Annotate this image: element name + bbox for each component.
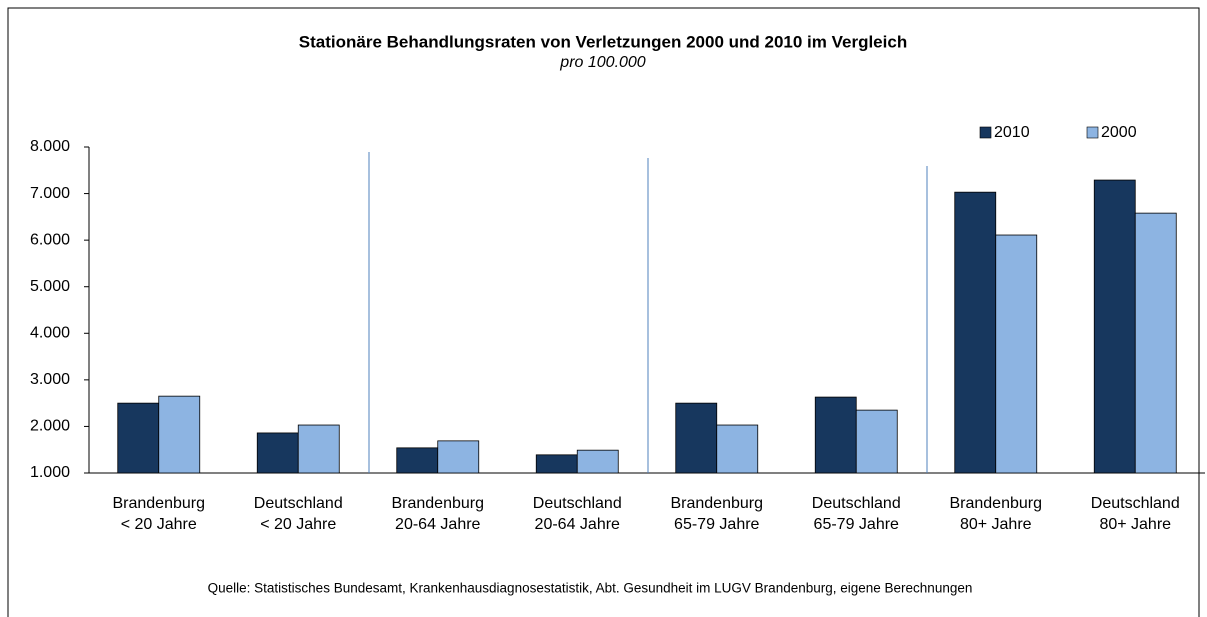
bar xyxy=(855,409,898,474)
bar xyxy=(535,454,578,474)
x-tick-label: Brandenburg xyxy=(949,495,1042,512)
bar xyxy=(256,432,299,474)
bar xyxy=(1093,179,1136,474)
y-tick-label: 1.000 xyxy=(30,464,70,481)
bar xyxy=(716,424,759,474)
bar xyxy=(814,396,857,474)
x-tick-label: Brandenburg xyxy=(391,495,484,512)
legend-label: 2000 xyxy=(1101,124,1137,141)
chart-frame xyxy=(7,7,1200,617)
bar xyxy=(675,402,718,474)
x-tick-label: 20-64 Jahre xyxy=(535,516,620,533)
y-tick-label: 7.000 xyxy=(30,185,70,202)
source-note: Quelle: Statistisches Bundesamt, Kranken… xyxy=(208,581,973,596)
y-tick-label: 2.000 xyxy=(30,418,70,435)
y-tick-label: 6.000 xyxy=(30,231,70,248)
x-tick-label: 65-79 Jahre xyxy=(674,516,759,533)
y-tick-label: 5.000 xyxy=(30,278,70,295)
legend-swatch xyxy=(979,126,992,139)
bar xyxy=(576,449,619,474)
bar xyxy=(995,234,1038,474)
legend-swatch xyxy=(1086,126,1099,139)
x-tick-label: Deutschland xyxy=(254,495,343,512)
x-tick-label: 65-79 Jahre xyxy=(814,516,899,533)
bar xyxy=(117,402,160,474)
x-tick-label: < 20 Jahre xyxy=(121,516,197,533)
x-tick-label: Brandenburg xyxy=(670,495,763,512)
x-tick-label: Brandenburg xyxy=(112,495,205,512)
bar xyxy=(297,424,340,474)
chart-subtitle: pro 100.000 xyxy=(559,54,646,71)
y-tick-label: 4.000 xyxy=(30,325,70,342)
y-tick-label: 8.000 xyxy=(30,138,70,155)
bar xyxy=(437,440,480,474)
chart-title: Stationäre Behandlungsraten von Verletzu… xyxy=(299,32,907,51)
x-tick-label: Deutschland xyxy=(812,495,901,512)
legend-label: 2010 xyxy=(994,124,1030,141)
x-tick-label: 80+ Jahre xyxy=(960,516,1032,533)
bar xyxy=(954,191,997,474)
bar xyxy=(1134,212,1177,474)
y-tick-label: 3.000 xyxy=(30,371,70,388)
bar xyxy=(396,447,439,474)
x-tick-label: 80+ Jahre xyxy=(1099,516,1171,533)
bar xyxy=(158,395,201,474)
x-tick-label: Deutschland xyxy=(1091,495,1180,512)
x-tick-label: 20-64 Jahre xyxy=(395,516,480,533)
x-tick-label: < 20 Jahre xyxy=(260,516,336,533)
x-tick-label: Deutschland xyxy=(533,495,622,512)
